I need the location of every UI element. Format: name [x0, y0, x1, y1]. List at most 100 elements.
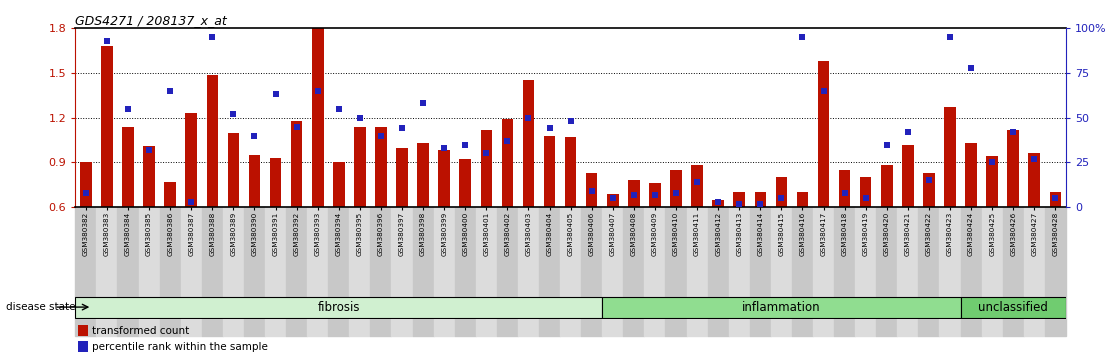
Point	[78, 190, 95, 196]
Point	[709, 199, 727, 205]
Point	[878, 142, 895, 147]
Bar	[1003, 207, 1024, 336]
Bar	[565, 137, 576, 207]
Bar	[433, 207, 454, 336]
Text: fibrosis: fibrosis	[318, 301, 360, 314]
Bar	[202, 207, 223, 336]
Bar	[1049, 192, 1061, 207]
Bar	[475, 207, 496, 336]
Text: inflammation: inflammation	[742, 301, 821, 314]
Point	[793, 34, 811, 40]
Point	[520, 115, 537, 120]
Bar	[666, 207, 687, 336]
Point	[688, 179, 706, 185]
Bar	[982, 207, 1003, 336]
Point	[330, 106, 348, 112]
Bar	[986, 156, 998, 207]
Point	[835, 190, 853, 196]
Point	[435, 145, 453, 151]
Bar	[523, 80, 534, 207]
Bar	[649, 183, 660, 207]
Point	[120, 106, 137, 112]
Bar	[712, 200, 724, 207]
Bar	[96, 207, 117, 336]
Point	[141, 147, 158, 153]
Bar	[607, 194, 618, 207]
Point	[372, 133, 390, 138]
Bar	[269, 158, 281, 207]
Point	[267, 92, 285, 97]
Bar	[624, 207, 645, 336]
Bar	[876, 207, 897, 336]
Bar	[603, 207, 624, 336]
Bar	[78, 341, 88, 352]
Bar	[965, 143, 977, 207]
FancyBboxPatch shape	[603, 297, 961, 318]
Bar	[919, 207, 940, 336]
Bar	[517, 207, 538, 336]
Point	[225, 111, 243, 117]
Bar	[80, 162, 92, 207]
Bar	[101, 46, 113, 207]
Bar	[544, 136, 555, 207]
Point	[583, 188, 601, 194]
Bar	[370, 207, 391, 336]
Bar	[586, 173, 597, 207]
Point	[962, 65, 979, 70]
Point	[751, 201, 769, 206]
Bar	[771, 207, 792, 336]
Point	[541, 126, 558, 131]
Bar	[855, 207, 876, 336]
Bar	[496, 207, 517, 336]
Bar	[797, 192, 808, 207]
Bar	[206, 74, 218, 207]
Point	[162, 88, 179, 94]
Bar	[412, 207, 433, 336]
Point	[604, 195, 622, 201]
Text: disease state: disease state	[6, 302, 75, 312]
Bar	[122, 127, 134, 207]
Bar	[755, 192, 766, 207]
Bar	[227, 133, 239, 207]
Point	[309, 88, 327, 94]
Bar	[670, 170, 681, 207]
Bar	[691, 165, 702, 207]
Point	[941, 34, 958, 40]
Bar	[839, 170, 851, 207]
Bar	[860, 177, 872, 207]
Text: transformed count: transformed count	[92, 326, 189, 336]
Bar	[418, 143, 429, 207]
Bar	[902, 144, 914, 207]
Bar	[143, 146, 155, 207]
FancyBboxPatch shape	[75, 297, 603, 318]
Bar	[687, 207, 708, 336]
Point	[414, 101, 432, 106]
Bar	[181, 207, 202, 336]
Bar	[813, 207, 834, 336]
Bar	[328, 207, 349, 336]
Point	[1004, 129, 1022, 135]
Bar	[223, 207, 244, 336]
Bar	[244, 207, 265, 336]
Point	[814, 88, 832, 94]
Bar	[312, 28, 324, 207]
Bar	[117, 207, 138, 336]
Point	[983, 160, 1001, 165]
Bar	[355, 127, 366, 207]
Text: percentile rank within the sample: percentile rank within the sample	[92, 342, 268, 352]
Point	[183, 199, 201, 205]
Bar	[502, 119, 513, 207]
Point	[288, 124, 306, 130]
Bar	[582, 207, 603, 336]
Bar	[75, 207, 96, 336]
Point	[246, 133, 264, 138]
Bar	[881, 165, 893, 207]
Bar	[138, 207, 160, 336]
Point	[393, 126, 411, 131]
Bar	[923, 173, 935, 207]
Bar	[397, 148, 408, 207]
Bar	[460, 159, 471, 207]
Point	[856, 195, 874, 201]
Bar	[708, 207, 729, 336]
Bar	[560, 207, 582, 336]
